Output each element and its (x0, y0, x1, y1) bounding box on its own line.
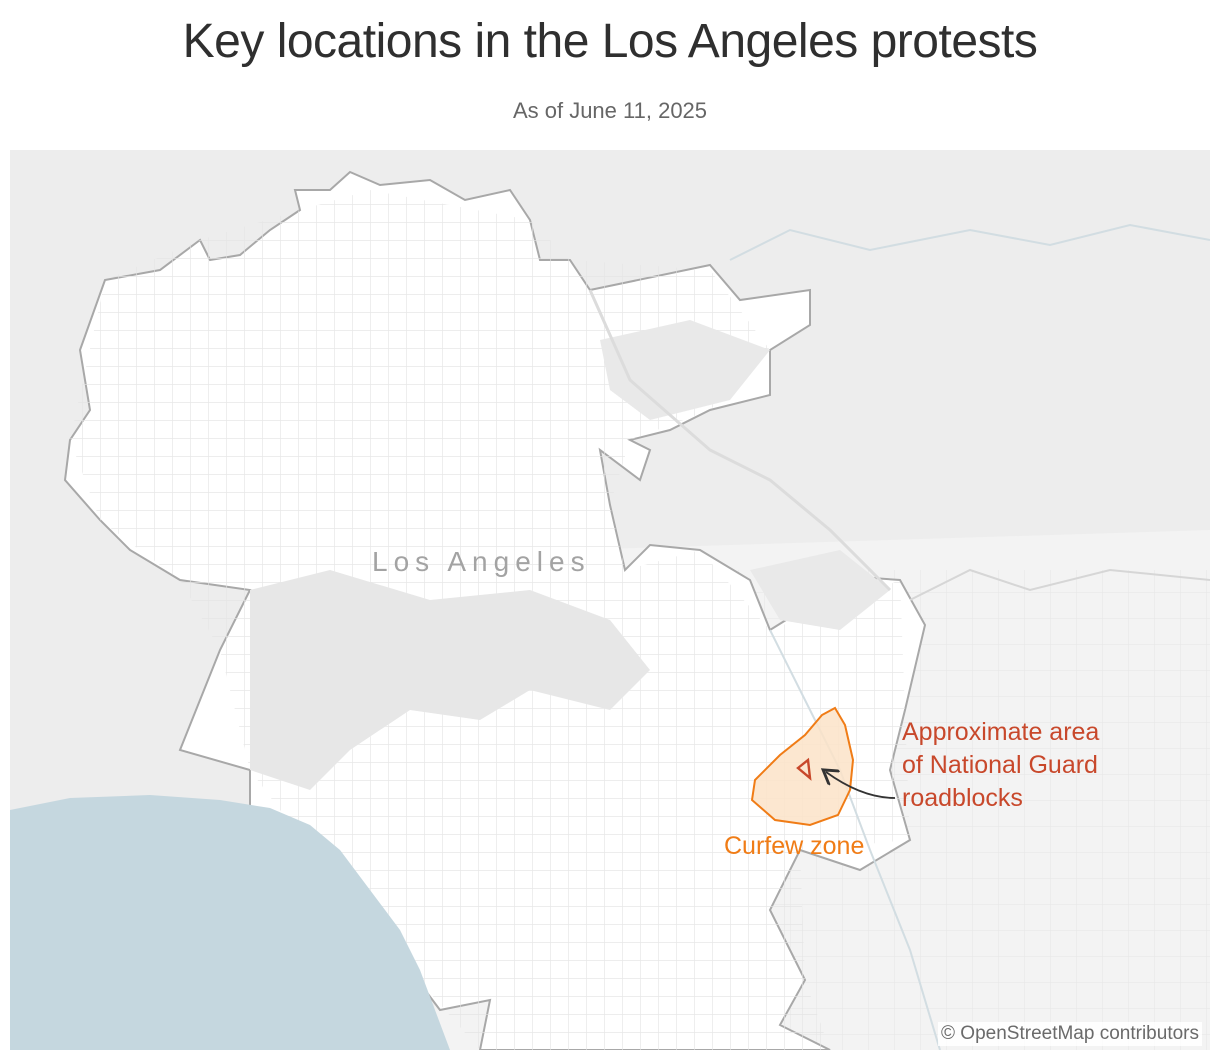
city-label: Los Angeles (372, 546, 591, 577)
hills (250, 570, 650, 790)
ocean (10, 795, 450, 1050)
map-panel[interactable]: Los Angeles Curfew zone Approximate area… (10, 150, 1210, 1050)
national-guard-roadblocks (796, 757, 812, 781)
curfew-zone-label: Curfew zone (724, 832, 865, 860)
annotation-arrow (826, 772, 896, 799)
national-guard-label-line: Approximate area (902, 718, 1100, 746)
national-guard-label-line: roadblocks (902, 784, 1023, 812)
curfew-zone (750, 706, 855, 827)
map-canvas (10, 170, 1210, 1050)
page-title: Key locations in the Los Angeles protest… (182, 15, 1038, 68)
page-subtitle: As of June 11, 2025 (512, 98, 708, 123)
national-guard-label-line: of National Guard (902, 751, 1098, 779)
map-attribution[interactable]: © OpenStreetMap contributors (938, 1022, 1202, 1046)
national-guard-label: Approximate area of National Guard roadb… (902, 716, 1162, 815)
